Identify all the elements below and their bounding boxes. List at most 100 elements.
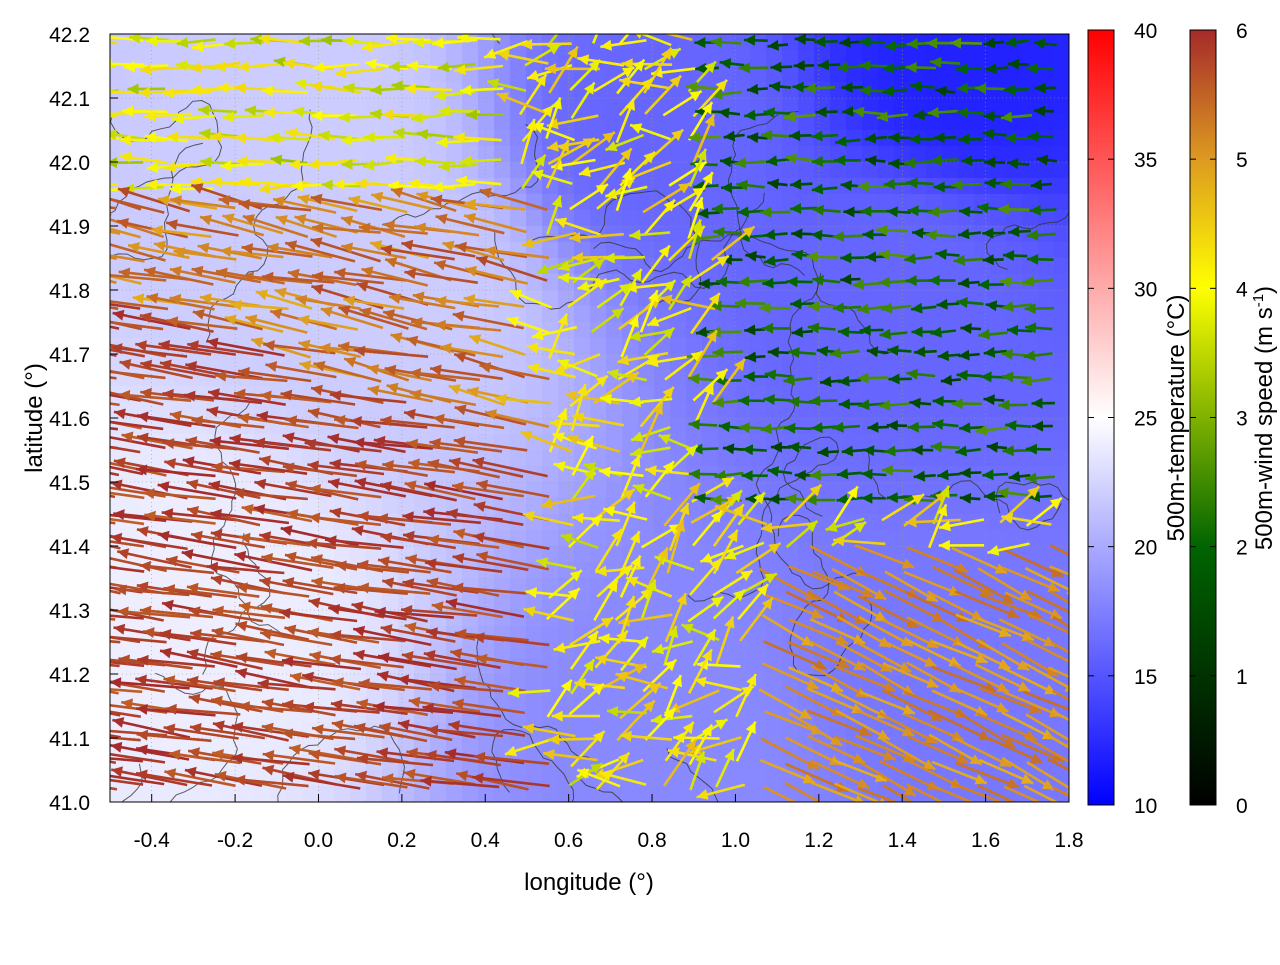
- temperature-cell: [910, 530, 927, 547]
- temperature-cell: [862, 290, 879, 307]
- temperature-cell: [750, 402, 767, 419]
- temperature-cell: [750, 162, 767, 179]
- temperature-cell: [350, 66, 367, 83]
- temperature-cell: [926, 450, 943, 467]
- wind-arrow-head: [96, 270, 108, 281]
- temperature-cell: [686, 706, 703, 723]
- temperature-cell: [190, 402, 207, 419]
- temperature-cell: [270, 66, 287, 83]
- temperature-cell: [766, 402, 783, 419]
- wind-arrow: [52, 242, 117, 259]
- temperature-cell: [558, 626, 575, 643]
- temperature-cell: [222, 322, 239, 339]
- temperature-cell: [782, 162, 799, 179]
- temperature-cell: [990, 530, 1007, 547]
- temperature-cell: [622, 786, 639, 803]
- temperature-cell: [366, 450, 383, 467]
- temperature-cell: [942, 114, 959, 131]
- temperature-cell: [190, 786, 207, 803]
- wind-arrow-head: [75, 129, 87, 140]
- temperature-cell: [654, 610, 671, 627]
- temperature-cell: [510, 402, 527, 419]
- temperature-cell: [782, 82, 799, 99]
- temperature-cell: [670, 210, 687, 227]
- wind-arrow-head: [93, 366, 105, 377]
- temperature-cell: [1054, 242, 1071, 259]
- temperature-cell: [510, 658, 527, 675]
- wind-arrow-head: [97, 296, 109, 307]
- temperature-cell: [1054, 226, 1071, 243]
- temperature-cell: [510, 706, 527, 723]
- temperature-cell: [846, 114, 863, 131]
- temperature-cell: [430, 786, 447, 803]
- temperature-cell: [686, 258, 703, 275]
- wind-arrow-shaft: [47, 395, 120, 405]
- temperature-cell: [1054, 306, 1071, 323]
- wind-arrow-head: [42, 309, 54, 320]
- temperature-cell: [1022, 386, 1039, 403]
- wind-arrow-head: [44, 195, 56, 206]
- temperature-cell: [638, 546, 655, 563]
- temperature-cell: [926, 194, 943, 211]
- temperature-cell: [878, 354, 895, 371]
- temperature-cell: [110, 418, 127, 435]
- temperature-cell: [830, 82, 847, 99]
- temperature-cell: [526, 674, 543, 691]
- temperature-cell: [366, 402, 383, 419]
- temperature-cell: [1054, 34, 1071, 51]
- temperature-cell: [798, 162, 815, 179]
- wind-arrow-head: [96, 86, 107, 97]
- wind-arrow: [42, 309, 119, 329]
- temperature-cell: [766, 770, 783, 787]
- temperature-cell: [862, 258, 879, 275]
- temperature-cell: [574, 722, 591, 739]
- temperature-cell: [574, 178, 591, 195]
- wind-arrow-head: [90, 385, 102, 396]
- temperature-cell: [606, 738, 623, 755]
- temperature-cell: [542, 674, 559, 691]
- temperature-cell: [766, 722, 783, 739]
- temperature-cell: [254, 642, 271, 659]
- temperature-cell: [942, 194, 959, 211]
- temperature-cell: [462, 738, 479, 755]
- temperature-cell: [1054, 402, 1071, 419]
- temperature-cell: [350, 98, 367, 115]
- temperature-cell: [494, 114, 511, 131]
- temperature-cell: [606, 690, 623, 707]
- temperature-cell: [1054, 114, 1071, 131]
- temperature-cell: [606, 338, 623, 355]
- temperature-cell: [1054, 274, 1071, 291]
- temperature-cell: [606, 482, 623, 499]
- wind-arrow-head: [99, 184, 110, 195]
- temperature-cell: [142, 210, 159, 227]
- temperature-cell: [510, 66, 527, 83]
- temperature-cell: [526, 706, 543, 723]
- temperature-cell: [974, 354, 991, 371]
- temperature-cell: [910, 98, 927, 115]
- temperature-cell: [654, 178, 671, 195]
- temperature-cell: [654, 114, 671, 131]
- temperature-cell: [926, 114, 943, 131]
- temperature-cell: [606, 418, 623, 435]
- wind-arrow-head: [75, 58, 87, 69]
- temperature-cell: [126, 114, 143, 131]
- temperature-cell: [670, 146, 687, 163]
- temperature-cell: [750, 338, 767, 355]
- temperature-cell: [350, 386, 367, 403]
- temperature-cell: [494, 178, 511, 195]
- temperature-cell: [590, 402, 607, 419]
- temperature-cell: [142, 322, 159, 339]
- temperature-cell: [542, 530, 559, 547]
- temperature-cell: [974, 242, 991, 259]
- temperature-cell: [302, 786, 319, 803]
- temperature-cell: [366, 786, 383, 803]
- temperature-cell: [478, 162, 495, 179]
- temperature-cell: [254, 514, 271, 531]
- temperature-cell: [126, 498, 143, 515]
- temperature-cell: [862, 114, 879, 131]
- temperature-cell: [446, 290, 463, 307]
- temperature-cell: [750, 770, 767, 787]
- temperature-cell: [494, 786, 511, 803]
- temperature-cell: [142, 786, 159, 803]
- temperature-cell: [590, 546, 607, 563]
